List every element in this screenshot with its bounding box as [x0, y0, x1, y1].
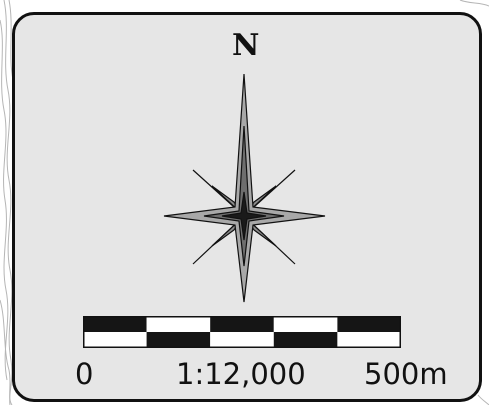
scale-start-label: 0 — [75, 357, 94, 391]
scale-end-label: 500m — [364, 357, 448, 391]
compass-center — [221, 191, 267, 241]
north-label: N — [232, 28, 260, 63]
scale-ratio-label: 1:12,000 — [176, 357, 306, 391]
scale-segment — [337, 332, 401, 348]
scale-segment — [210, 316, 274, 332]
scale-segment — [273, 332, 338, 348]
scale-segment — [83, 332, 147, 348]
scale-segment — [210, 332, 274, 348]
scale-bar — [83, 316, 401, 348]
scale-bar-border — [83, 316, 401, 348]
scale-segment — [83, 316, 147, 332]
scale-segment — [337, 316, 401, 332]
scale-segment — [273, 316, 338, 332]
scale-segment — [146, 316, 211, 332]
compass-rose-icon — [163, 73, 326, 303]
scale-segment — [146, 332, 211, 348]
